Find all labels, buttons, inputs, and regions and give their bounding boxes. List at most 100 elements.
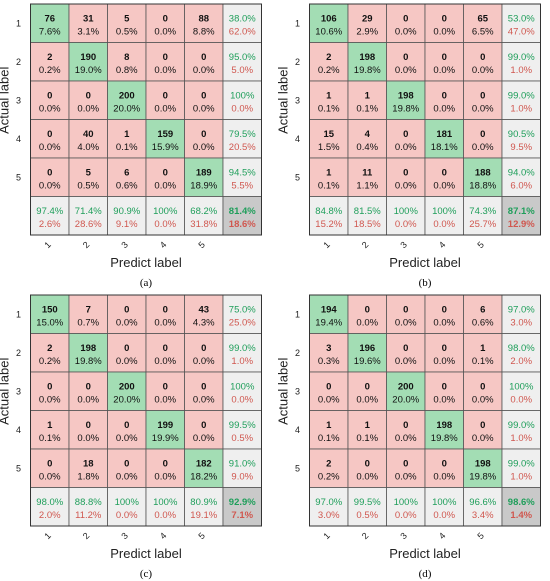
cell-percent: 0.0% [154,180,176,191]
cell-count: 0 [163,167,168,178]
y-tick-label: 5 [16,172,21,182]
overall-accuracy-cell [222,196,262,236]
cell-percent: 0.0% [472,394,494,405]
column-precision: 90.9% [113,206,140,217]
column-summary-cell [309,196,349,236]
column-false-rate: 19.1% [190,510,217,521]
matrix-cell [309,371,349,411]
cell-count: 0 [442,343,447,354]
cell-percent: 0.0% [395,180,417,191]
column-precision: 100% [153,206,178,217]
cell-count: 8 [124,52,129,63]
cell-count: 31 [83,13,94,24]
matrix-cell [463,371,503,411]
cell-count: 0 [201,420,206,431]
row-miss-rate: 9.0% [231,471,253,482]
cell-count: 198 [398,90,414,101]
matrix-cell [309,294,349,334]
cell-count: 29 [362,13,373,24]
cell-percent: 15.0% [36,317,63,328]
overall-accuracy: 92.9% [229,497,256,508]
x-tick-label: 5 [475,531,486,542]
column-precision: 100% [115,497,140,508]
cell-percent: 3.1% [77,26,99,37]
panel-label: (b) [419,277,432,289]
row-summary-cell [222,448,262,488]
column-false-rate: 0.5% [356,510,378,521]
column-summary-cell [107,487,147,527]
cell-count: 0 [163,381,168,392]
y-tick-label: 1 [295,309,300,319]
column-precision: 88.8% [75,497,102,508]
matrix-cell [68,3,108,43]
overall-accuracy-cell [222,487,262,527]
cell-percent: 0.0% [193,65,215,76]
row-miss-rate: 20.5% [229,142,256,153]
matrix-cell [145,42,185,82]
matrix-cell [145,333,185,373]
cell-percent: 0.0% [472,65,494,76]
row-miss-rate: 1.0% [510,433,532,444]
cell-count: 1 [326,90,332,101]
x-tick-label: 1 [42,240,53,251]
matrix-cell [184,80,224,120]
cell-percent: 0.6% [116,180,138,191]
matrix-cell [30,3,70,43]
cell-count: 0 [442,458,447,469]
y-tick-label: 5 [295,463,300,473]
matrix-cell [424,333,464,373]
cell-percent: 0.2% [318,471,340,482]
row-miss-rate: 25.0% [229,317,256,328]
matrix-cell [386,333,426,373]
cell-count: 40 [83,129,94,140]
column-false-rate: 18.5% [354,219,381,230]
cell-percent: 19.8% [431,433,458,444]
column-precision: 81.5% [354,206,381,217]
y-tick-label: 3 [295,95,300,105]
y-tick-label: 1 [16,309,21,319]
matrix-cell [68,42,108,82]
matrix-cell [309,333,349,373]
row-recall: 90.5% [508,129,535,140]
row-recall: 99.0% [508,52,535,63]
cell-percent: 0.0% [433,317,455,328]
matrix-cell [386,448,426,488]
y-axis-title: Actual label [0,67,12,134]
cell-percent: 0.0% [154,26,176,37]
y-tick-label: 5 [16,463,21,473]
column-precision: 97.0% [315,497,342,508]
cell-count: 0 [201,343,206,354]
cell-percent: 0.0% [193,103,215,114]
x-tick-label: 4 [158,531,169,542]
row-miss-rate: 5.5% [231,180,253,191]
cell-count: 198 [80,343,96,354]
matrix-cell [347,42,387,82]
cell-percent: 0.1% [39,433,61,444]
y-tick-label: 3 [295,386,300,396]
x-tick-label: 1 [321,240,332,251]
row-miss-rate: 0.5% [231,433,253,444]
column-precision: 80.9% [190,497,217,508]
matrix-cell [463,157,503,197]
matrix-cell [68,448,108,488]
row-miss-rate: 6.0% [510,180,532,191]
cell-percent: 0.8% [116,65,138,76]
cell-count: 1 [47,420,53,431]
cell-count: 0 [163,90,168,101]
cell-percent: 20.0% [113,103,140,114]
column-precision: 100% [432,206,457,217]
cell-count: 88 [198,13,209,24]
cell-count: 2 [47,343,52,354]
row-summary-cell [501,80,541,120]
column-false-rate: 0.0% [395,219,417,230]
cell-count: 0 [442,52,447,63]
matrix-cell [30,371,70,411]
row-summary-cell [222,333,262,373]
cell-percent: 18.1% [431,142,458,153]
matrix-cell [145,157,185,197]
matrix-cell [30,448,70,488]
y-tick-label: 2 [16,57,21,67]
y-tick-label: 4 [16,134,21,144]
cell-percent: 6.5% [472,26,494,37]
cell-count: 43 [198,304,209,315]
